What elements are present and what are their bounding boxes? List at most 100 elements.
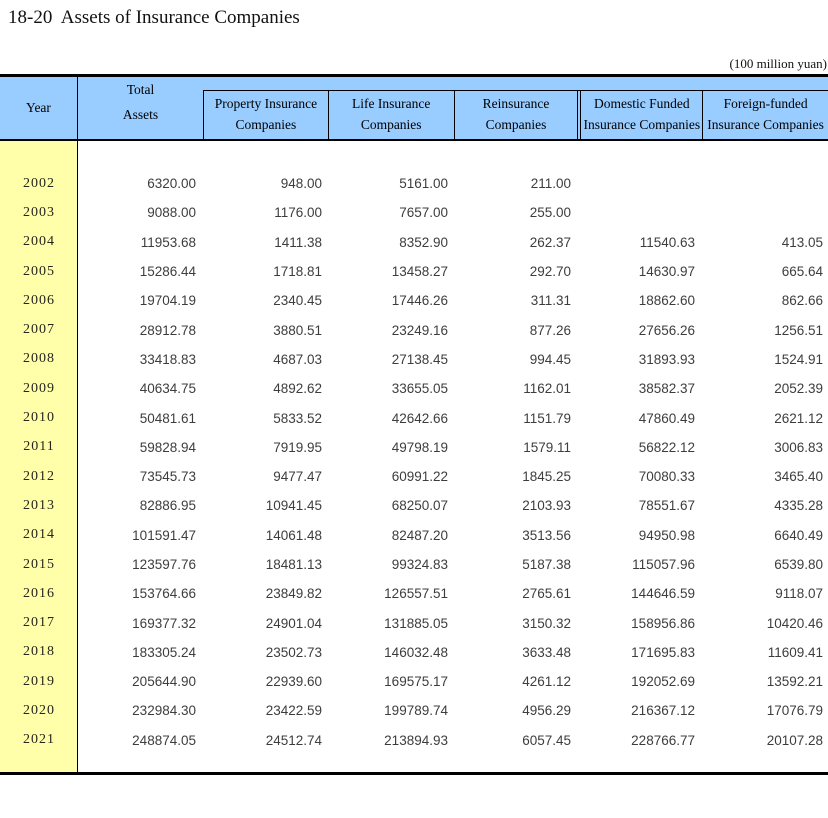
total-value-cell: 205644.90 [132, 674, 196, 690]
reinsurance-value-cell: 3513.56 [522, 527, 571, 543]
domestic-value-cell: 94950.98 [638, 527, 695, 543]
reinsurance-value-cell: 2765.61 [522, 586, 571, 602]
total-assets-header-line2: Assets [122, 107, 159, 122]
reinsurance-value-cell: 6057.45 [522, 732, 571, 748]
domestic-value-cell: 115057.96 [632, 557, 695, 572]
property-value-cell: 1176.00 [274, 205, 322, 221]
subheader-line: Companies [360, 117, 422, 133]
year-cell: 2021 [23, 732, 55, 748]
table-row: 2021 248874.05 24512.74 213894.93 6057.45 228… [0, 726, 828, 755]
table-row: 2007 28912.78 3880.51 23249.16 877.26 27656.2… [0, 315, 828, 344]
life-value-cell: 213894.93 [384, 732, 448, 748]
table-row: 2003 9088.00 1176.00 7657.00 255.00 [0, 198, 828, 227]
total-value-cell: 15286.44 [139, 264, 196, 280]
page-title: 18-20 Assets of Insurance Companies [8, 7, 300, 28]
life-value-cell: 169575.17 [384, 674, 448, 690]
property-value-cell: 4892.62 [273, 381, 322, 397]
domestic-funded-column-header: Domestic Funded Insurance Companies [577, 91, 702, 139]
property-value-cell: 2340.45 [273, 293, 322, 309]
property-value-cell: 23422.59 [265, 703, 322, 719]
year-column-background [0, 141, 78, 772]
reinsurance-value-cell: 2103.93 [522, 498, 571, 514]
foreign-value-cell: 862.66 [781, 293, 823, 309]
domestic-value-cell: 31893.93 [638, 351, 695, 367]
domestic-value-cell: 38582.37 [638, 381, 695, 397]
life-value-cell: 146032.48 [384, 644, 448, 660]
foreign-value-cell: 9118.07 [775, 586, 823, 602]
property-value-cell: 22939.60 [265, 674, 322, 690]
table-row: 2013 82886.95 10941.45 68250.07 2103.93 78551… [0, 491, 828, 520]
year-cell: 2008 [23, 351, 55, 367]
total-value-cell: 183305.24 [132, 644, 196, 660]
property-value-cell: 14061.48 [265, 527, 322, 543]
reinsurance-value-cell: 311.31 [530, 293, 571, 309]
table-row: 2016 153764.66 23849.82 126557.51 2765.61 144… [0, 579, 828, 608]
subheader-line: Companies [235, 117, 297, 133]
property-value-cell: 23502.73 [265, 644, 322, 660]
year-cell: 2010 [23, 410, 55, 426]
subheader-line: Domestic Funded [593, 96, 690, 112]
subheader-line: Companies [485, 117, 547, 133]
year-cell: 2005 [23, 263, 55, 279]
domestic-value-cell: 192052.69 [631, 674, 695, 690]
table-row: 2005 15286.44 1718.81 13458.27 292.70 14630.9… [0, 257, 828, 286]
total-value-cell: 73545.73 [139, 469, 196, 485]
domestic-value-cell: 144646.59 [631, 586, 695, 602]
foreign-value-cell: 11609.41 [767, 644, 823, 660]
total-assets-column-header: Total Assets [78, 77, 203, 139]
table-row: 2002 6320.00 948.00 5161.00 211.00 [0, 169, 828, 198]
foreign-value-cell: 4335.28 [774, 498, 823, 514]
year-cell: 2016 [23, 585, 55, 601]
reinsurance-value-cell: 262.37 [529, 234, 571, 250]
total-value-cell: 248874.05 [132, 732, 196, 748]
foreign-value-cell: 13592.21 [766, 674, 823, 690]
life-value-cell: 99324.83 [391, 557, 448, 572]
domestic-value-cell: 228766.77 [631, 732, 695, 748]
reinsurance-column-header: Reinsurance Companies [453, 91, 578, 139]
reinsurance-value-cell: 3633.48 [522, 644, 571, 660]
year-cell: 2002 [23, 175, 55, 191]
foreign-value-cell: 3006.83 [774, 439, 823, 455]
table-row: 2015 123597.76 18481.13 99324.83 5187.38 1150… [0, 550, 828, 579]
life-value-cell: 126557.51 [384, 586, 448, 602]
foreign-value-cell: 2052.39 [774, 381, 823, 397]
total-value-cell: 169377.32 [132, 615, 196, 631]
life-value-cell: 27138.45 [391, 351, 448, 367]
reinsurance-value-cell: 3150.32 [522, 615, 571, 631]
life-value-cell: 42642.66 [391, 410, 448, 426]
foreign-value-cell: 1256.51 [774, 322, 823, 338]
life-value-cell: 17446.26 [391, 293, 448, 309]
year-cell: 2009 [23, 380, 55, 396]
year-cell: 2011 [23, 439, 55, 455]
total-value-cell: 123597.76 [132, 557, 196, 572]
table-body: 2002 6320.00 948.00 5161.00 211.00 2003 9088.0… [0, 141, 828, 775]
table-row: 2008 33418.83 4687.03 27138.45 994.45 31893.9… [0, 345, 828, 374]
unit-note: (100 million yuan) [729, 56, 828, 71]
domestic-value-cell: 171695.83 [631, 644, 695, 660]
table-row: 2012 73545.73 9477.47 60991.22 1845.25 70080.… [0, 462, 828, 491]
year-column-header: Year [0, 77, 78, 139]
foreign-value-cell: 1524.91 [774, 351, 823, 367]
subheader-line: Foreign-funded [723, 96, 808, 112]
insurance-assets-table: Year Total Assets Property Insurance Com… [0, 74, 828, 775]
year-cell: 2007 [23, 322, 55, 338]
year-cell: 2018 [23, 644, 55, 660]
property-value-cell: 24512.74 [265, 732, 322, 748]
foreign-value-cell: 413.05 [781, 234, 823, 250]
table-row: 2004 11953.68 1411.38 8352.90 262.37 11540.63… [0, 228, 828, 257]
reinsurance-value-cell: 5187.38 [522, 557, 571, 572]
table-body-rows: 2002 6320.00 948.00 5161.00 211.00 2003 9088.0… [0, 169, 828, 755]
year-cell: 2020 [23, 702, 55, 718]
table-row: 2020 232984.30 23422.59 199789.74 4956.29 216… [0, 696, 828, 725]
year-cell: 2013 [23, 497, 55, 513]
foreign-funded-column-header: Foreign-funded Insurance Companies [702, 91, 828, 139]
reinsurance-value-cell: 877.26 [529, 322, 571, 338]
subheader-line: Property Insurance [214, 96, 318, 112]
total-value-cell: 19704.19 [139, 293, 196, 309]
life-value-cell: 131885.05 [384, 615, 448, 631]
foreign-value-cell: 6539.80 [774, 557, 823, 572]
total-value-cell: 28912.78 [139, 322, 196, 338]
property-value-cell: 7919.95 [273, 439, 322, 455]
reinsurance-value-cell: 211.00 [530, 176, 571, 192]
reinsurance-value-cell: 1162.01 [523, 381, 571, 397]
